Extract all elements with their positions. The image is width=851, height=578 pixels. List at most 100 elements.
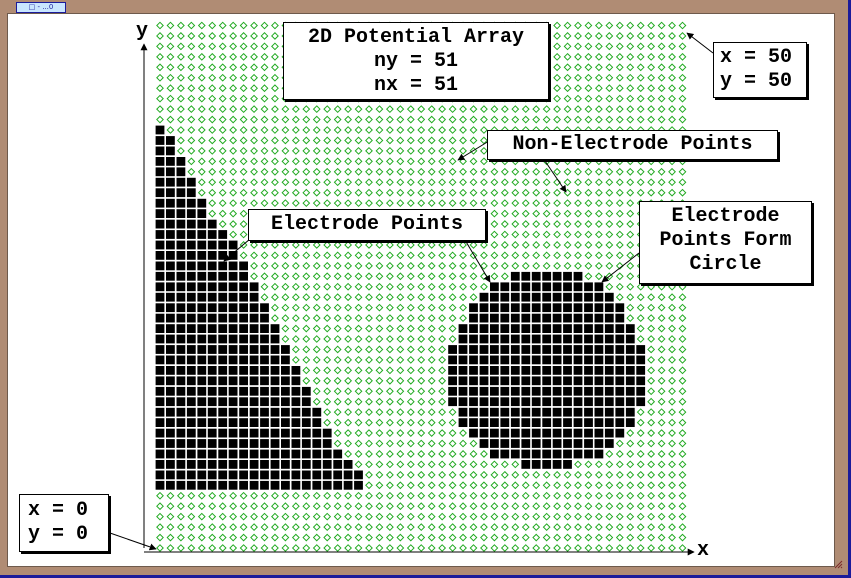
non-electrode-point (281, 491, 290, 500)
non-electrode-point (615, 251, 624, 260)
non-electrode-point (302, 146, 311, 155)
non-electrode-point (532, 502, 541, 511)
non-electrode-point (427, 136, 436, 145)
non-electrode-point (385, 241, 394, 249)
non-electrode-point (385, 544, 394, 552)
non-electrode-point (626, 84, 635, 93)
electrode-point (281, 439, 290, 448)
non-electrode-point (668, 397, 676, 406)
electrode-point (166, 439, 175, 448)
non-electrode-point (427, 272, 436, 281)
non-electrode-point (417, 188, 426, 197)
electrode-point (166, 470, 175, 480)
non-electrode-point (647, 115, 656, 124)
non-electrode-point (480, 241, 488, 249)
non-electrode-point (385, 345, 394, 354)
non-electrode-point (333, 251, 342, 260)
non-electrode-point (333, 157, 342, 166)
non-electrode-point (668, 491, 676, 500)
electrode-point (469, 386, 478, 396)
electrode-point (228, 303, 238, 313)
non-electrode-point (417, 429, 426, 437)
electrode-point (197, 292, 207, 302)
non-electrode-point (354, 146, 363, 155)
non-electrode-point (605, 52, 614, 61)
non-electrode-point (615, 42, 624, 51)
non-electrode-point (271, 188, 279, 197)
non-electrode-point (365, 261, 373, 270)
non-electrode-point (396, 335, 405, 343)
non-electrode-point (166, 84, 175, 93)
non-electrode-point (354, 335, 363, 343)
electrode-point (521, 292, 531, 302)
non-electrode-point (250, 115, 258, 124)
non-electrode-point (626, 73, 635, 82)
electrode-point (270, 418, 280, 427)
electrode-point (563, 303, 572, 313)
non-electrode-point (417, 293, 426, 302)
resize-grip-icon[interactable] (834, 560, 843, 569)
non-electrode-point (197, 52, 206, 61)
non-electrode-point (427, 241, 436, 249)
non-electrode-point (636, 282, 645, 291)
non-electrode-point (239, 230, 248, 239)
electrode-point (228, 261, 238, 271)
non-electrode-point (365, 314, 373, 323)
non-electrode-point (396, 450, 405, 458)
non-electrode-point (406, 345, 415, 354)
non-electrode-point (427, 460, 436, 469)
non-electrode-point (176, 84, 185, 93)
non-electrode-point (626, 439, 635, 448)
electrode-point (490, 376, 499, 386)
non-electrode-point (406, 418, 415, 427)
electrode-point (155, 188, 165, 198)
electrode-point (166, 407, 175, 417)
non-electrode-point (260, 523, 269, 532)
electrode-point (552, 386, 562, 396)
non-electrode-point (532, 230, 541, 239)
electrode-point (186, 219, 196, 229)
electrode-point (542, 324, 552, 333)
electrode-point (218, 251, 228, 260)
non-electrode-point (448, 314, 457, 323)
non-electrode-point (260, 261, 269, 270)
electrode-point (291, 449, 301, 459)
non-electrode-point (563, 21, 572, 30)
electrode-point (615, 397, 625, 407)
non-electrode-point (459, 178, 467, 187)
window-title-tab[interactable]: □ - ...0 (16, 2, 66, 13)
electrode-point (239, 313, 248, 323)
electrode-point (155, 146, 165, 156)
non-electrode-point (417, 355, 426, 364)
non-electrode-point (365, 136, 373, 145)
non-electrode-point (647, 533, 656, 542)
electrode-point (573, 449, 583, 459)
electrode-point (594, 324, 604, 333)
electrode-point (239, 261, 248, 271)
non-electrode-point (271, 303, 279, 312)
non-electrode-point (333, 544, 342, 552)
non-electrode-point (657, 376, 666, 385)
non-electrode-point (375, 293, 384, 302)
electrode-point (186, 261, 196, 271)
electrode-point (186, 198, 196, 208)
non-electrode-point (344, 345, 353, 354)
non-electrode-point (605, 178, 614, 187)
electrode-point (448, 345, 457, 354)
electrode-point (521, 366, 531, 375)
non-electrode-point (271, 136, 279, 145)
electrode-point (563, 271, 572, 281)
non-electrode-point (176, 502, 185, 511)
electrode-point (155, 324, 165, 333)
non-electrode-point (271, 32, 279, 40)
non-electrode-point (668, 376, 676, 385)
electrode-point (176, 480, 186, 490)
non-electrode-point (323, 512, 332, 521)
non-electrode-point (323, 397, 332, 406)
electrode-point (458, 418, 468, 427)
non-electrode-point (511, 220, 520, 228)
non-electrode-point (605, 502, 614, 511)
electrode-point (521, 271, 531, 281)
non-electrode-point (532, 470, 541, 479)
